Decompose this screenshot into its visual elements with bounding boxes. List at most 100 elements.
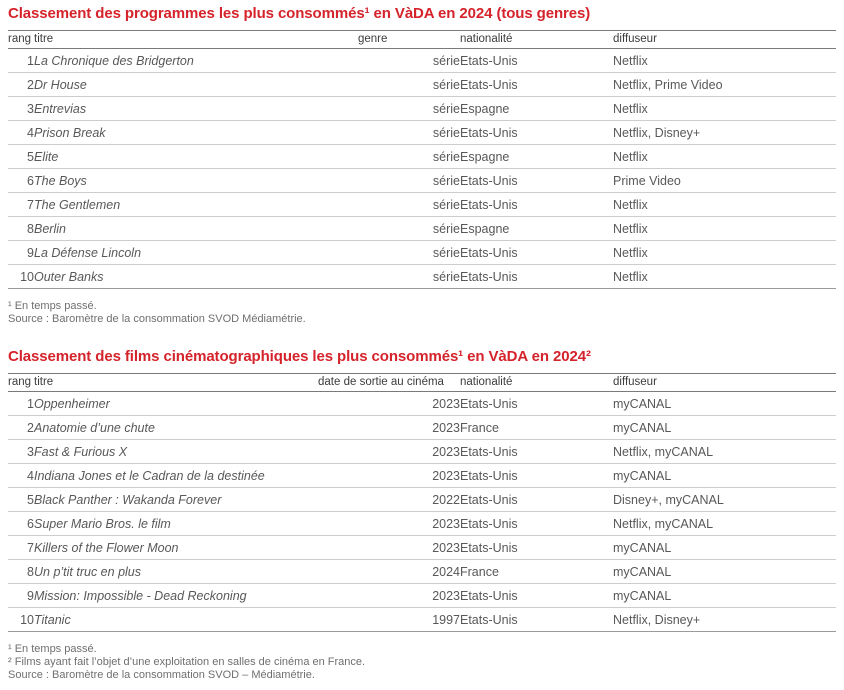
rank-cell: 1 (27, 396, 34, 411)
release-year-cell: 2023 (432, 588, 460, 603)
release-year-cell: 1997 (432, 612, 460, 627)
genre-cell: série (432, 53, 460, 68)
header-row: rang titre date de sortie au cinéma nati… (8, 373, 836, 392)
programmes-ranking-table: rang titre genre nationalité diffuseur 1… (8, 30, 836, 289)
nationality-cell: Etats-Unis (460, 396, 518, 411)
distributor-cell: Disney+, myCANAL (613, 492, 724, 507)
distributor-cell: myCANAL (613, 588, 672, 603)
rank-cell: 6 (27, 516, 34, 531)
title-cell: La Chronique des Bridgerton (34, 53, 194, 68)
nationality-cell: Etats-Unis (460, 53, 518, 68)
table-row: 2 Dr House série Etats-Unis Netflix, Pri… (8, 73, 836, 97)
distributor-cell: Netflix (613, 245, 648, 260)
rank-cell: 8 (27, 221, 34, 236)
nationality-cell: Etats-Unis (460, 444, 518, 459)
nationality-cell: Etats-Unis (460, 77, 518, 92)
table-row: 8 Un p’tit truc en plus 2024 France myCA… (8, 560, 836, 584)
table-row: 3 Fast & Furious X 2023 Etats-Unis Netfl… (8, 440, 836, 464)
section-title-programmes: Classement des programmes les plus conso… (8, 5, 591, 22)
title-cell: La Défense Lincoln (34, 245, 142, 260)
title-cell: The Gentlemen (34, 197, 121, 212)
table-row: 7 Killers of the Flower Moon 2023 Etats-… (8, 536, 836, 560)
genre-cell: série (432, 269, 460, 284)
footnote-time-spent: ¹ En temps passé. (8, 300, 97, 312)
release-year-cell: 2022 (432, 492, 460, 507)
table-row: 9 La Défense Lincoln série Etats-Unis Ne… (8, 241, 836, 265)
nationality-cell: Etats-Unis (460, 516, 518, 531)
title-cell: Outer Banks (34, 269, 104, 284)
nationality-cell: Etats-Unis (460, 468, 518, 483)
nationality-cell: Etats-Unis (460, 540, 518, 555)
nationality-cell: Etats-Unis (460, 612, 518, 627)
title-cell: Titanic (34, 612, 71, 627)
release-year-cell: 2023 (432, 516, 460, 531)
rank-cell: 1 (27, 53, 34, 68)
header-row: rang titre genre nationalité diffuseur (8, 30, 836, 49)
table-row: 4 Prison Break série Etats-Unis Netflix,… (8, 121, 836, 145)
table-row: 10 Titanic 1997 Etats-Unis Netflix, Disn… (8, 608, 836, 632)
col-header-rang: rang (8, 376, 32, 388)
title-cell: Dr House (34, 77, 87, 92)
distributor-cell: myCANAL (613, 564, 672, 579)
genre-cell: série (432, 221, 460, 236)
table-row: 5 Black Panther : Wakanda Forever 2022 E… (8, 488, 836, 512)
release-year-cell: 2023 (432, 468, 460, 483)
genre-cell: série (432, 149, 460, 164)
nationality-cell: Etats-Unis (460, 245, 518, 260)
distributor-cell: Netflix (613, 149, 648, 164)
distributor-cell: Netflix (613, 101, 648, 116)
nationality-cell: Etats-Unis (460, 492, 518, 507)
table-row: 4 Indiana Jones et le Cadran de la desti… (8, 464, 836, 488)
title-cell: Black Panther : Wakanda Forever (34, 492, 222, 507)
nationality-cell: Espagne (460, 149, 510, 164)
genre-cell: série (432, 101, 460, 116)
distributor-cell: myCANAL (613, 468, 672, 483)
rank-cell: 3 (27, 444, 34, 459)
rank-cell: 5 (27, 492, 34, 507)
release-year-cell: 2023 (432, 420, 460, 435)
table-row: 1 Oppenheimer 2023 Etats-Unis myCANAL (8, 392, 836, 416)
title-cell: Indiana Jones et le Cadran de la destiné… (34, 468, 265, 483)
genre-cell: série (432, 77, 460, 92)
nationality-cell: France (460, 564, 499, 579)
rank-cell: 7 (27, 197, 34, 212)
table-row: 7 The Gentlemen série Etats-Unis Netflix (8, 193, 836, 217)
col-header-release-date: date de sortie au cinéma (318, 376, 444, 388)
release-year-cell: 2023 (432, 444, 460, 459)
table-row: 6 Super Mario Bros. le film 2023 Etats-U… (8, 512, 836, 536)
films-ranking-table: rang titre date de sortie au cinéma nati… (8, 373, 836, 632)
table-row: 3 Entrevias série Espagne Netflix (8, 97, 836, 121)
rank-cell: 8 (27, 564, 34, 579)
table-row: 8 Berlin série Espagne Netflix (8, 217, 836, 241)
rank-cell: 9 (27, 245, 34, 260)
col-header-nationalite: nationalité (460, 33, 513, 45)
rank-cell: 4 (27, 468, 34, 483)
release-year-cell: 2023 (432, 540, 460, 555)
table-row: 2 Anatomie d’une chute 2023 France myCAN… (8, 416, 836, 440)
distributor-cell: Netflix, Prime Video (613, 77, 723, 92)
rank-cell: 4 (27, 125, 34, 140)
title-cell: Super Mario Bros. le film (34, 516, 171, 531)
distributor-cell: Netflix, myCANAL (613, 444, 714, 459)
section-films: Classement des films cinématographiques … (8, 343, 836, 682)
table-row: 10 Outer Banks série Etats-Unis Netflix (8, 265, 836, 289)
title-cell: Mission: Impossible - Dead Reckoning (34, 588, 247, 603)
title-cell: The Boys (34, 173, 87, 188)
section-title-films: Classement des films cinématographiques … (8, 348, 591, 365)
table-row: 5 Elite série Espagne Netflix (8, 145, 836, 169)
title-cell: Anatomie d’une chute (34, 420, 155, 435)
rank-cell: 10 (20, 269, 34, 284)
footnote-time-spent: ¹ En temps passé. (8, 643, 97, 655)
rank-cell: 5 (27, 149, 34, 164)
distributor-cell: Prime Video (613, 173, 681, 188)
rank-cell: 2 (27, 420, 34, 435)
genre-cell: série (432, 125, 460, 140)
table-row: 9 Mission: Impossible - Dead Reckoning 2… (8, 584, 836, 608)
col-header-diffuseur: diffuseur (613, 33, 657, 45)
rank-cell: 10 (20, 612, 34, 627)
footnotes-films: ¹ En temps passé. ² Films ayant fait l’o… (8, 643, 836, 682)
col-header-titre: titre (34, 33, 54, 45)
rank-cell: 6 (27, 173, 34, 188)
source-line: Source : Baromètre de la consommation SV… (8, 669, 315, 681)
